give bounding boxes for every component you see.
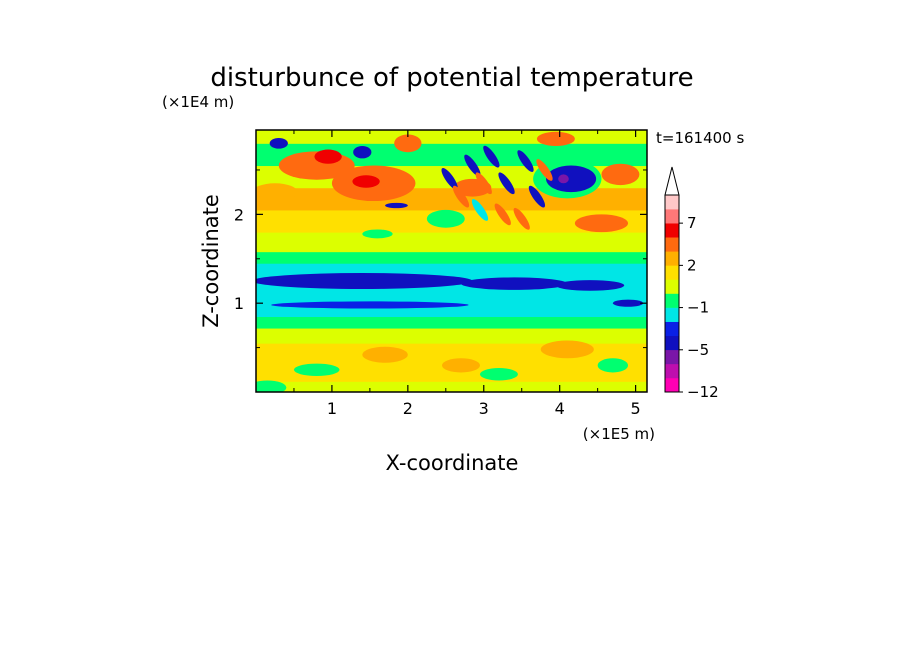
anomaly-3	[352, 175, 380, 188]
anomaly-19	[460, 277, 568, 290]
wave-streak-0	[441, 167, 458, 190]
colorbar-tick-label: −12	[687, 383, 719, 401]
band-13	[256, 130, 647, 144]
anomaly-23	[362, 346, 408, 363]
colorbar-swatch-9	[665, 251, 679, 266]
anomaly-21	[271, 301, 469, 309]
anomaly-14	[269, 137, 288, 149]
anomaly-7	[574, 214, 629, 233]
anomaly-13	[353, 145, 372, 159]
anomaly-29	[256, 380, 287, 392]
colorbar-swatch-3	[665, 335, 679, 351]
anomaly-28	[597, 358, 629, 373]
colorbar: 7 2 −1 −5 −12	[664, 166, 719, 401]
wave-streak-11	[475, 172, 492, 195]
y-axis: 12	[234, 169, 647, 349]
anomaly-16	[362, 229, 393, 239]
colorbar-swatch-2	[665, 349, 679, 365]
anomaly-1	[314, 149, 342, 164]
anomaly-20	[555, 280, 625, 291]
wave-streak-8	[513, 207, 530, 230]
wave-streak-10	[536, 159, 553, 181]
band-2	[256, 328, 647, 344]
x-axis: 1 2 3 4 5	[293, 130, 641, 418]
band-7	[256, 251, 647, 264]
colorbar-tick-label: 7	[687, 214, 697, 232]
y-tick-label: 2	[234, 205, 244, 224]
colorbar-swatch-1	[665, 363, 679, 379]
colorbar-swatch-12	[665, 209, 679, 224]
y-axis-label: Z-coordinate	[199, 194, 223, 328]
colorbar-swatch-6	[665, 293, 679, 308]
wave-streak-2	[483, 145, 500, 168]
colorbar-swatch-7	[665, 279, 679, 294]
colorbar-swatch-8	[665, 265, 679, 280]
chart-title: disturbunce of potential temperature	[210, 63, 693, 93]
wave-streak-1	[464, 154, 481, 177]
band-8	[256, 232, 647, 253]
x-tick-label: 2	[403, 399, 413, 418]
colorbar-swatch-11	[665, 223, 679, 238]
colorbar-extend-arrow	[664, 166, 680, 196]
colorbar-tick-label: −1	[687, 299, 709, 317]
anomaly-22	[612, 299, 644, 307]
x-axis-label: X-coordinate	[386, 451, 519, 475]
anomaly-26	[293, 363, 340, 377]
x-tick-label: 1	[327, 399, 337, 418]
anomaly-17	[426, 209, 465, 228]
colorbar-tick-label: 2	[687, 256, 697, 274]
colorbar-swatch-5	[665, 307, 679, 322]
colorbar-swatch-10	[665, 237, 679, 252]
wave-streak-5	[528, 185, 546, 208]
x-tick-label: 5	[631, 399, 641, 418]
band-3	[256, 316, 647, 329]
x-tick-label: 4	[555, 399, 565, 418]
anomaly-18	[256, 272, 473, 289]
anomaly-8	[601, 163, 640, 186]
x-axis-unit: (×1E5 m)	[583, 425, 655, 443]
anomaly-9	[536, 131, 575, 146]
colorbar-tick-label: −5	[687, 341, 709, 359]
anomaly-15	[385, 202, 408, 209]
time-label: t=161400 s	[656, 129, 744, 147]
plot-frame	[255, 129, 648, 393]
colorbar-swatch-4	[665, 321, 679, 337]
anomaly-25	[442, 358, 480, 373]
anomaly-4	[256, 183, 298, 202]
anomaly-27	[479, 368, 518, 381]
wave-streak-6	[471, 199, 489, 221]
anomaly-11	[546, 165, 597, 193]
colorbar-swatch-0	[665, 377, 679, 393]
colorbar-swatch-13	[665, 195, 679, 210]
band-12	[256, 143, 647, 167]
anomaly-6	[394, 134, 422, 153]
anomaly-24	[540, 340, 594, 359]
wave-streak-4	[517, 150, 534, 172]
wave-streak-7	[494, 203, 511, 226]
wave-streak-9	[452, 185, 470, 208]
y-tick-label: 1	[234, 294, 244, 313]
x-tick-label: 3	[479, 399, 489, 418]
y-axis-unit: (×1E4 m)	[162, 93, 234, 111]
anomaly-12	[558, 174, 569, 184]
plot-area	[256, 130, 647, 392]
band-0	[256, 381, 647, 392]
wave-streak-3	[498, 172, 515, 195]
